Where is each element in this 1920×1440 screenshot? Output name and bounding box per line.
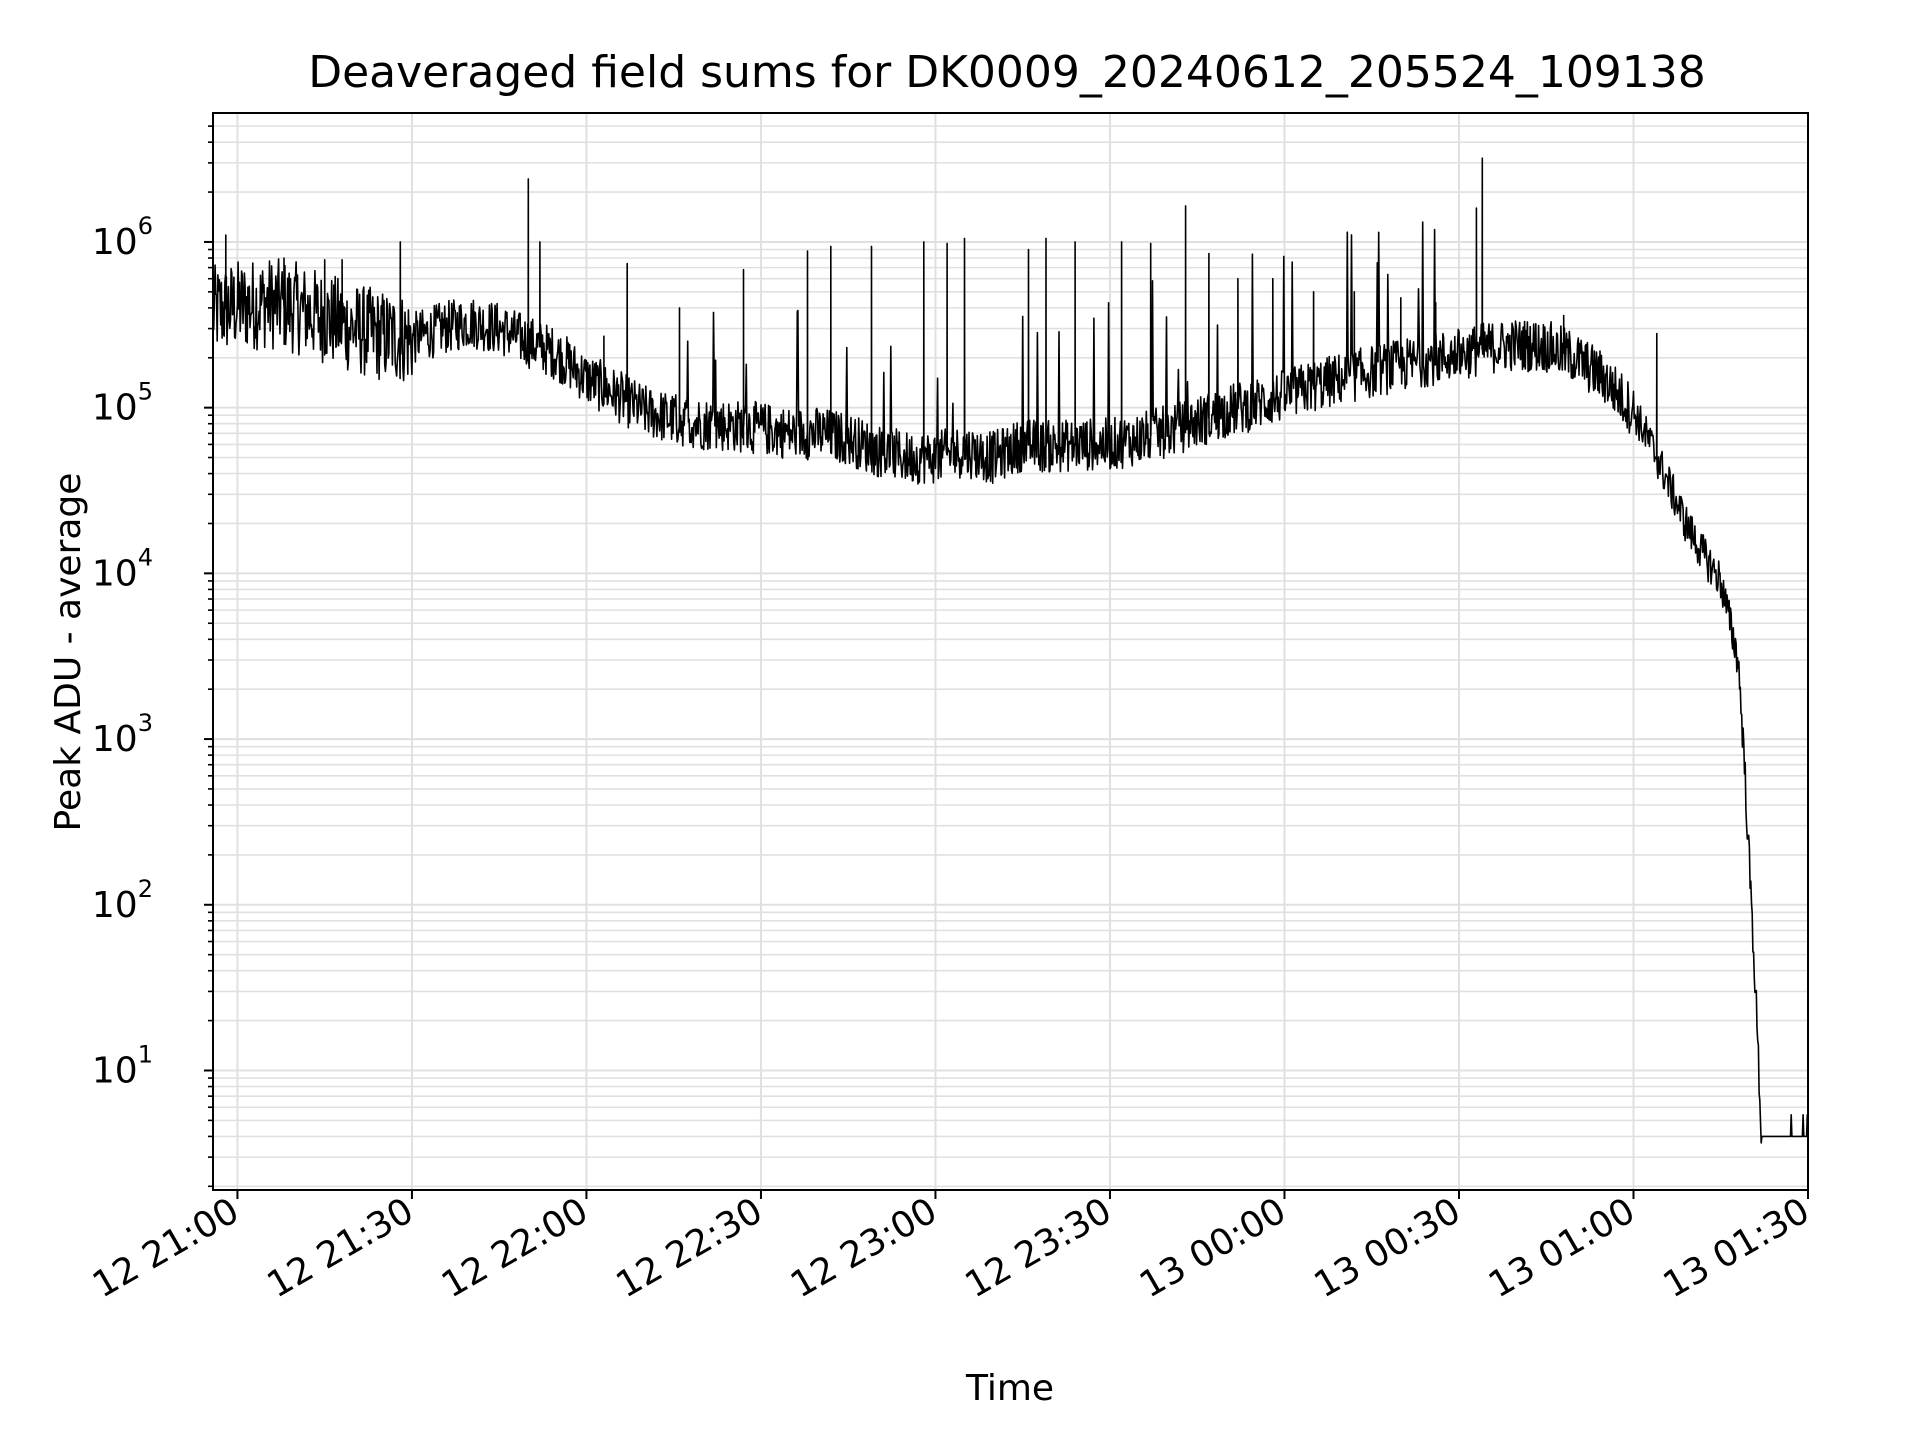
y-tick-label: 105 — [92, 378, 153, 429]
x-tick-label: 13 01:30 — [1657, 1190, 1817, 1306]
x-axis: 12 21:00 12 21:30 12 22:00 12 22:30 12 23:00… — [86, 1190, 1817, 1306]
y-tick-label: 101 — [92, 1040, 153, 1091]
x-tick-label: 12 21:30 — [261, 1190, 421, 1306]
grid — [213, 113, 1809, 1190]
x-tick-label: 13 00:00 — [1133, 1190, 1293, 1306]
y-tick-label: 102 — [92, 875, 153, 926]
plot-background — [213, 113, 1808, 1190]
plot-frame — [212, 112, 1809, 1191]
x-tick-label: 12 21:00 — [86, 1190, 246, 1306]
x-tick-label: 13 00:30 — [1308, 1190, 1468, 1306]
x-tick-label: 12 22:30 — [610, 1190, 770, 1306]
x-tick-label: 12 23:30 — [959, 1190, 1119, 1306]
y-tick-label: 104 — [92, 543, 153, 594]
y-tick-exponent: 2 — [138, 875, 153, 903]
chart-title: Deaveraged field sums for DK0009_2024061… — [308, 47, 1706, 98]
y-tick-exponent: 3 — [138, 709, 153, 737]
x-tick-label: 12 22:00 — [435, 1190, 595, 1306]
x-tick-label: 12 23:00 — [784, 1190, 944, 1306]
y-tick-exponent: 4 — [138, 543, 153, 571]
series-line — [212, 157, 1809, 1144]
y-tick-exponent: 5 — [138, 378, 153, 406]
y-tick-label: 106 — [92, 212, 153, 263]
y-tick-label: 103 — [92, 709, 153, 760]
x-tick-label: 13 01:00 — [1482, 1190, 1642, 1306]
y-axis-label: Peak ADU - average — [48, 473, 89, 832]
y-tick-exponent: 1 — [138, 1040, 153, 1068]
y-tick-exponent: 6 — [138, 212, 153, 240]
x-axis-label: Time — [965, 1368, 1054, 1409]
y-axis: 101 102 103 104 105 106 — [92, 212, 213, 1091]
